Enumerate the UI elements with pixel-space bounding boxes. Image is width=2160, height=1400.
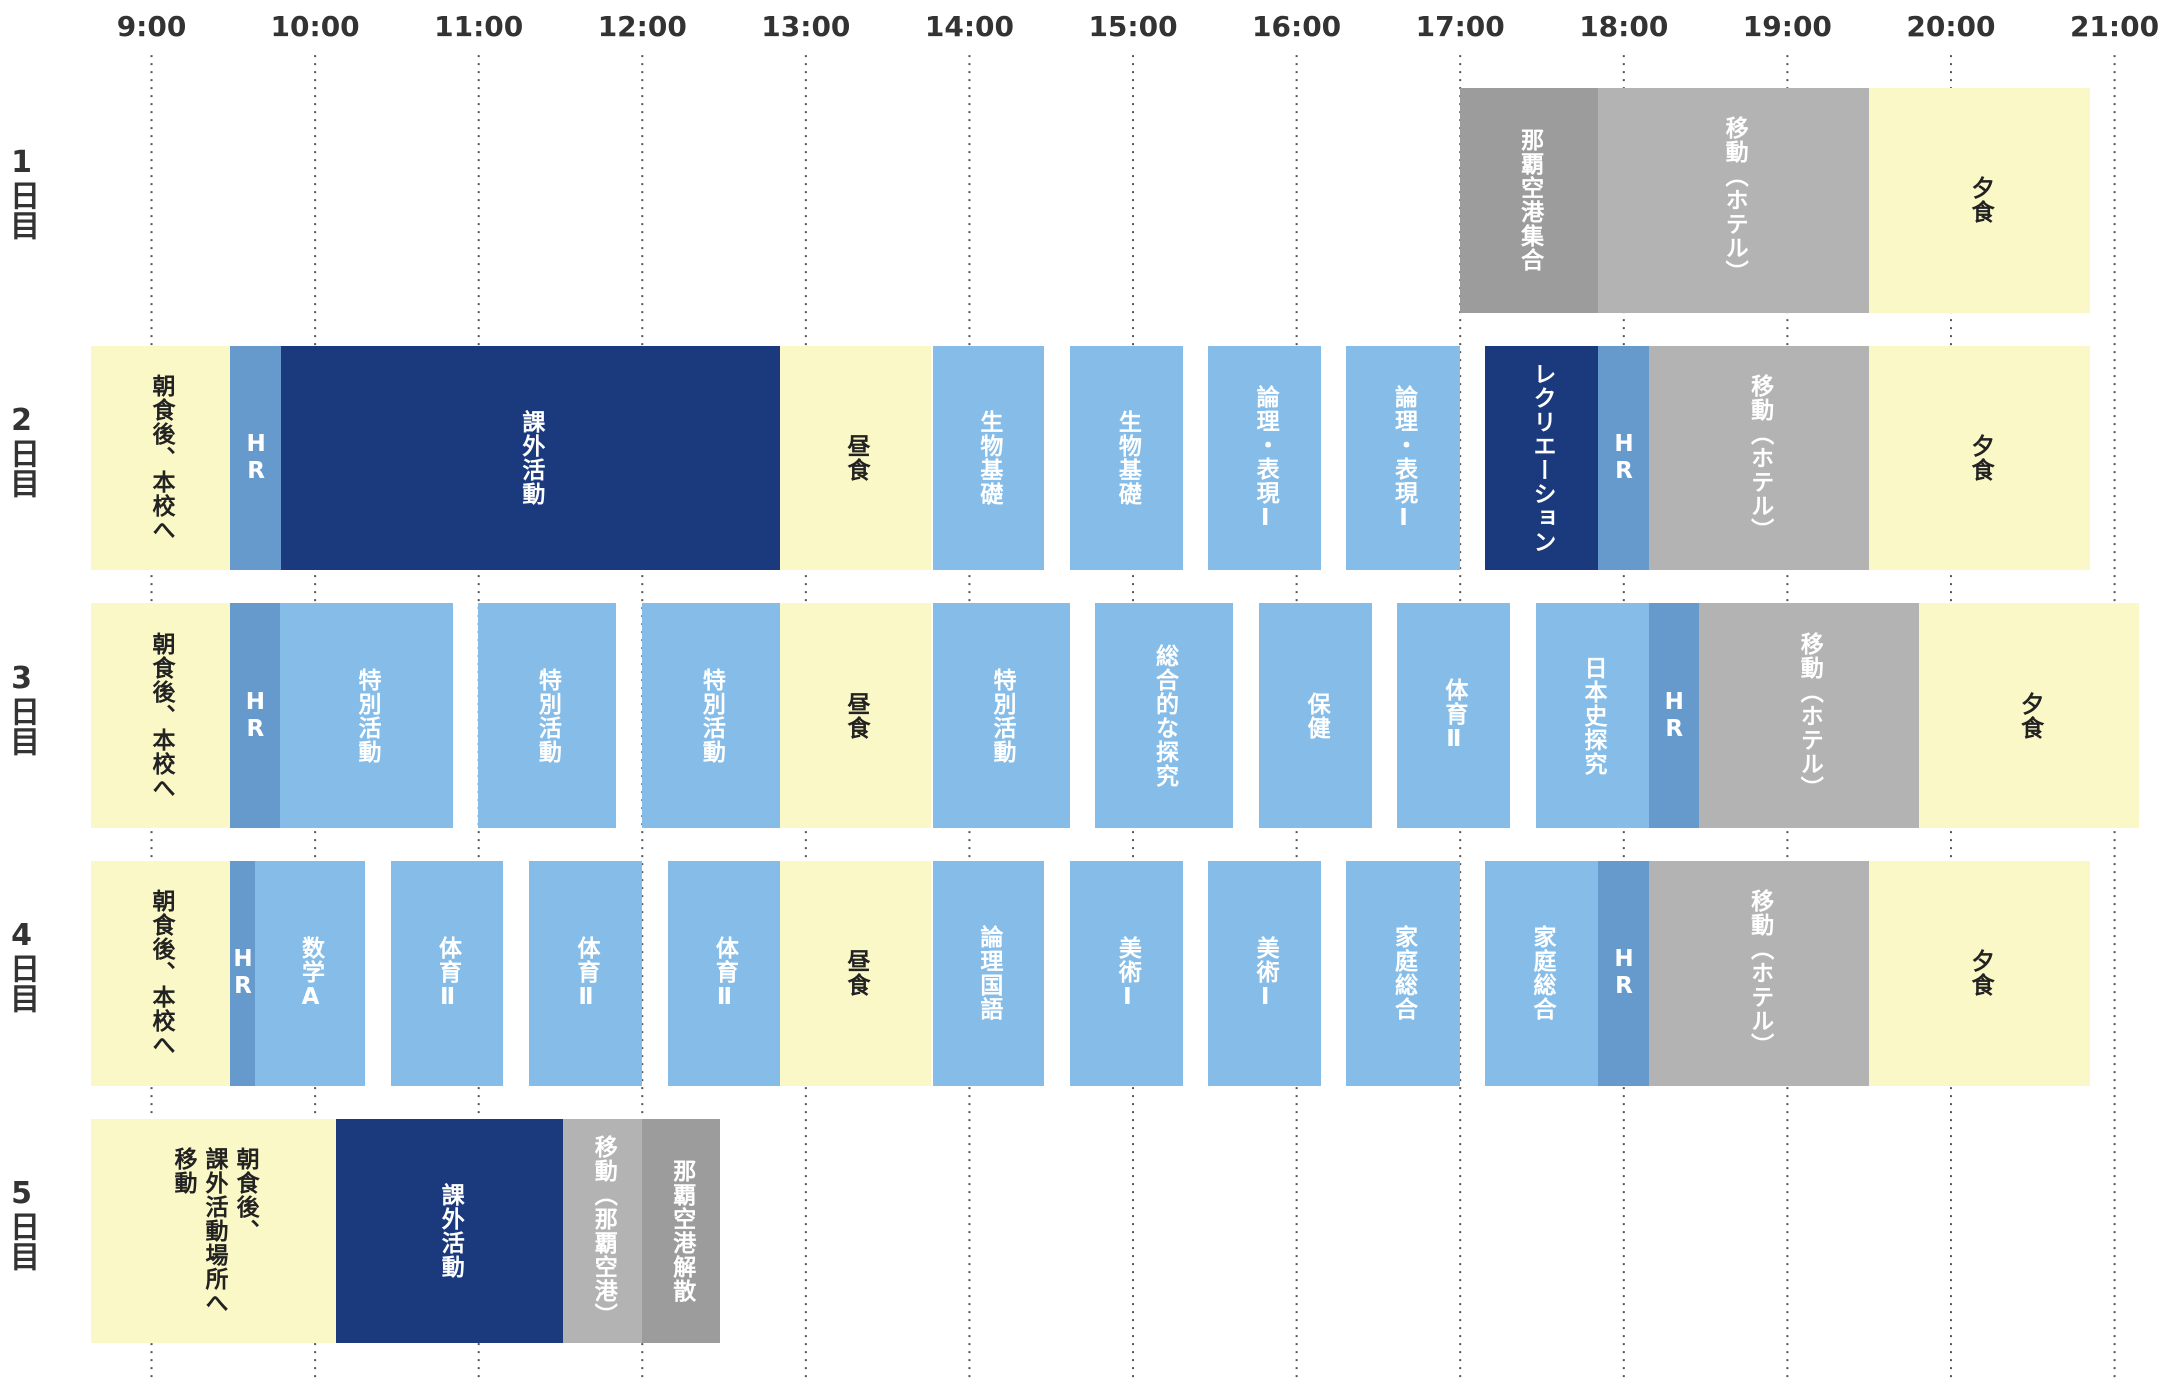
- schedule-block: 生物基礎: [932, 345, 1045, 571]
- hour-label: 14:00: [924, 10, 1014, 43]
- schedule-block: 家庭総合: [1485, 860, 1598, 1086]
- schedule-block: 数学A: [254, 860, 366, 1086]
- schedule-block: 保健: [1259, 603, 1373, 828]
- schedule-block: HR: [230, 860, 256, 1086]
- schedule-block: HR: [1597, 860, 1649, 1086]
- hour-label: 21:00: [2069, 10, 2160, 43]
- schedule-block: 夕食: [1918, 603, 2140, 828]
- schedule-block: 朝食後、本校へ: [90, 860, 231, 1086]
- hour-label: 20:00: [1906, 10, 1996, 43]
- schedule-block: 特別活動: [641, 603, 780, 828]
- schedule-block: 夕食: [1869, 860, 2090, 1086]
- schedule-block: 特別活動: [279, 603, 454, 828]
- schedule-block: 体育Ⅱ: [528, 860, 642, 1086]
- day-label: 2日目: [4, 403, 39, 499]
- schedule-block: 論理国語: [932, 860, 1045, 1086]
- schedule-block: HR: [1648, 603, 1699, 828]
- hour-label: 17:00: [1415, 10, 1505, 43]
- schedule-block: 移動（ホテル）: [1597, 88, 1870, 313]
- schedule-block: 移動（那覇空港）: [563, 1118, 642, 1344]
- schedule-block: レクリエーション: [1485, 345, 1598, 571]
- schedule-block: 朝食後、 課外活動場所へ 移動: [90, 1118, 337, 1344]
- schedule-block: 特別活動: [932, 603, 1071, 828]
- schedule-block: 課外活動: [336, 1118, 564, 1344]
- schedule-block: 体育Ⅱ: [391, 860, 503, 1086]
- schedule-block: 移動（ホテル）: [1648, 860, 1870, 1086]
- day-label: 5日目: [4, 1175, 39, 1271]
- schedule-block: 美術Ⅰ: [1208, 860, 1322, 1086]
- schedule-block: 昼食: [779, 603, 932, 828]
- hour-label: 10:00: [270, 10, 360, 43]
- schedule-block: 朝食後、本校へ: [90, 345, 231, 571]
- schedule-block: 那覇空港集合: [1460, 88, 1598, 313]
- day-label: 3日目: [4, 660, 39, 756]
- day-label: 4日目: [4, 918, 39, 1014]
- schedule-block: 特別活動: [478, 603, 616, 828]
- hour-label: 19:00: [1742, 10, 1832, 43]
- schedule-block: 総合的な探究: [1095, 603, 1233, 828]
- schedule-block: 移動（ホテル）: [1648, 345, 1870, 571]
- hour-label: 9:00: [116, 10, 187, 43]
- hour-label: 15:00: [1088, 10, 1178, 43]
- schedule-block: HR: [1597, 345, 1649, 571]
- schedule-block: 生物基礎: [1070, 345, 1184, 571]
- schedule-block: 夕食: [1869, 88, 2090, 313]
- hour-label: 12:00: [597, 10, 687, 43]
- hour-label: 18:00: [1579, 10, 1669, 43]
- schedule-block: 昼食: [779, 860, 932, 1086]
- schedule-block: 昼食: [779, 345, 932, 571]
- day-label: 1日目: [4, 145, 39, 241]
- schedule-block: 論理・表現Ⅰ: [1208, 345, 1322, 571]
- hour-label: 13:00: [761, 10, 851, 43]
- schedule-block: 論理・表現Ⅰ: [1345, 345, 1461, 571]
- schedule-block: 体育Ⅱ: [1396, 603, 1510, 828]
- schedule-block: 美術Ⅰ: [1070, 860, 1184, 1086]
- hour-label: 11:00: [434, 10, 524, 43]
- schedule-block: HR: [230, 603, 280, 828]
- schedule-block: 那覇空港解散: [641, 1118, 721, 1344]
- schedule-block: 家庭総合: [1345, 860, 1461, 1086]
- schedule-block: 体育Ⅱ: [668, 860, 780, 1086]
- schedule-block: 日本史探究: [1535, 603, 1649, 828]
- schedule-block: 朝食後、本校へ: [90, 603, 231, 828]
- schedule-block: 移動（ホテル）: [1698, 603, 1919, 828]
- hour-label: 16:00: [1252, 10, 1342, 43]
- schedule-block: HR: [230, 345, 282, 571]
- schedule-block: 夕食: [1869, 345, 2090, 571]
- schedule-block: 課外活動: [281, 345, 780, 571]
